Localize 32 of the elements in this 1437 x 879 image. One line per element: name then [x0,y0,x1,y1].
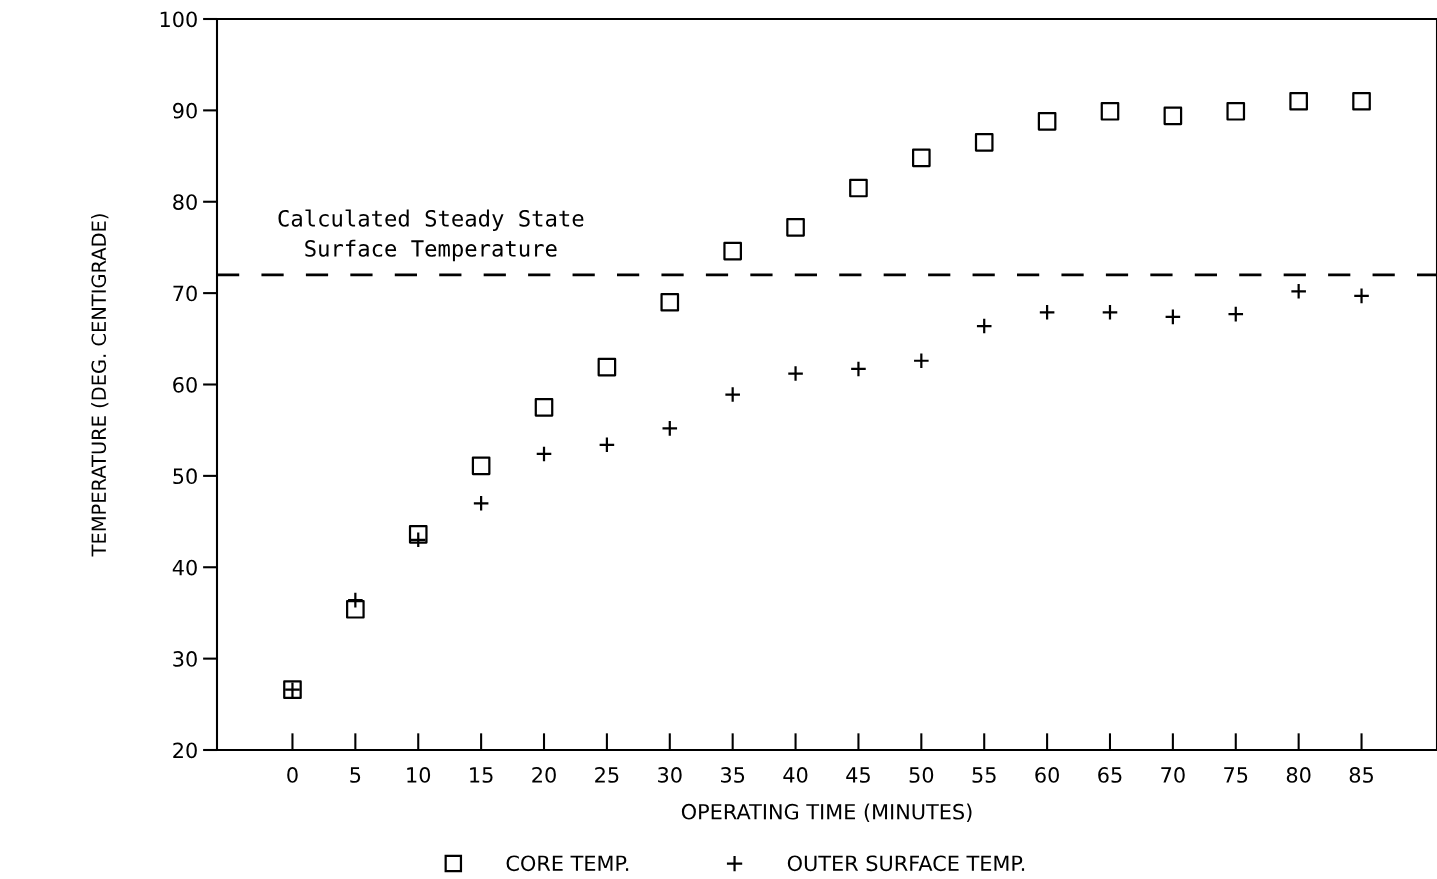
x-tick-label: 40 [783,767,808,783]
legend-label: OUTER SURFACE TEMP. [787,855,1025,872]
y-tick-label: 20 [173,742,197,759]
x-tick-label: 50 [909,767,934,783]
x-tick-label: 0 [287,767,298,783]
x-tick-label: 55 [972,767,996,783]
legend-label: CORE TEMP. [506,855,629,872]
x-tick-label: 30 [658,767,682,783]
x-tick-label: 10 [407,767,431,783]
y-tick-label: 60 [173,376,197,393]
ref-line-label: Calculated Steady State Surface Temperature [278,209,584,262]
x-tick-label: 25 [595,767,619,783]
x-tick-label: 20 [532,767,556,783]
y-tick-label: 90 [173,102,197,119]
x-tick-label: 85 [1349,767,1373,783]
x-tick-label: 15 [470,767,493,783]
x-tick-label: 75 [1224,767,1248,783]
y-axis-title: TEMPERATURE (DEG. CENTIGRADE) [91,214,109,557]
y-tick-label: 100 [160,11,197,28]
x-tick-label: 35 [721,767,745,783]
y-tick-label: 30 [173,651,197,667]
x-tick-label: 60 [1035,767,1059,783]
y-tick-label: 50 [173,468,197,485]
x-tick-label: 70 [1161,767,1185,783]
x-axis-title: OPERATING TIME (MINUTES) [681,803,972,823]
y-tick-label: 70 [173,285,197,302]
x-tick-label: 45 [846,767,870,783]
y-tick-label: 40 [172,559,197,576]
x-tick-label: 65 [1098,767,1122,783]
x-tick-label: 80 [1286,767,1311,783]
y-tick-label: 80 [173,194,197,210]
x-tick-label: 5 [350,767,361,783]
